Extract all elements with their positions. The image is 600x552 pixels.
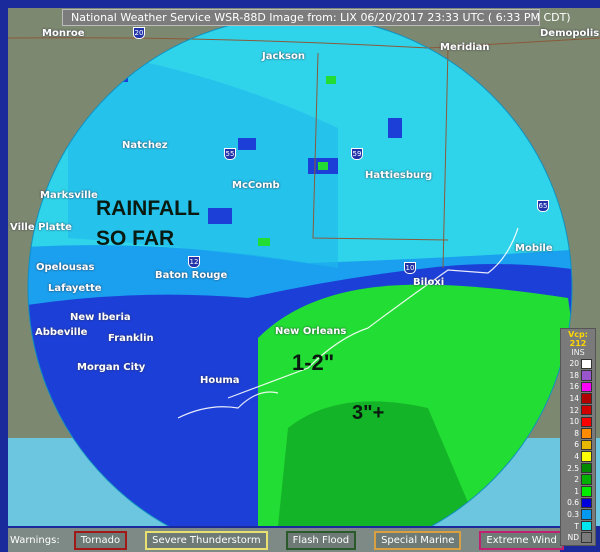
city-label: Franklin bbox=[108, 333, 154, 344]
city-label: Houma bbox=[200, 375, 240, 386]
legend-row: 1 bbox=[561, 486, 595, 498]
city-label: Lafayette bbox=[48, 283, 102, 294]
city-label: Demopolis bbox=[540, 28, 600, 39]
city-label: Meridian bbox=[440, 42, 490, 53]
legend-swatch bbox=[581, 416, 592, 428]
city-label: Mobile bbox=[515, 243, 553, 254]
city-label: Natchez bbox=[122, 140, 168, 151]
legend-swatch bbox=[581, 381, 592, 393]
legend-label: 2.5 bbox=[567, 463, 579, 473]
warning-special-marine[interactable]: Special Marine bbox=[374, 530, 462, 550]
interstate-shield: 55 bbox=[224, 148, 236, 160]
warnings-label: Warnings: bbox=[10, 534, 60, 546]
annotation-rainfall: RAINFALL bbox=[96, 197, 200, 220]
legend-swatch bbox=[581, 439, 592, 451]
legend-swatch bbox=[581, 451, 592, 462]
interstate-shield: 59 bbox=[351, 148, 363, 160]
legend-swatch bbox=[581, 393, 592, 404]
vcp-label: Vcp: 212 bbox=[568, 330, 588, 348]
legend-row: 2.5 bbox=[561, 462, 595, 474]
city-label: Hattiesburg bbox=[365, 170, 433, 181]
coastline bbox=[177, 227, 519, 419]
units-label: INS bbox=[571, 348, 585, 357]
city-label: Morgan City bbox=[77, 362, 146, 373]
legend-row: 16 bbox=[561, 381, 595, 393]
legend-row: 4 bbox=[561, 451, 595, 463]
image-title: National Weather Service WSR-88D Image f… bbox=[62, 9, 571, 26]
legend-row: 6 bbox=[561, 439, 595, 451]
interstate-shield: 65 bbox=[537, 200, 549, 212]
legend-label: T bbox=[574, 521, 579, 531]
legend-swatch bbox=[581, 462, 592, 474]
city-label: Biloxi bbox=[413, 277, 445, 288]
legend-label: 1 bbox=[574, 486, 579, 496]
warning-extreme-wind[interactable]: Extreme Wind bbox=[479, 530, 564, 550]
legend-row: 20 bbox=[561, 358, 595, 370]
legend-swatch bbox=[581, 520, 592, 532]
legend-row: 10 bbox=[561, 416, 595, 428]
legend-swatch bbox=[581, 428, 592, 439]
legend-label: 0.3 bbox=[567, 510, 579, 520]
legend-swatch bbox=[581, 358, 592, 370]
legend-row: 8 bbox=[561, 428, 595, 440]
legend-label: 0.6 bbox=[567, 498, 579, 508]
city-label: Jackson bbox=[262, 51, 305, 62]
annotation-so-far: SO FAR bbox=[96, 227, 175, 250]
legend-swatch bbox=[581, 532, 592, 543]
warning-tornado[interactable]: Tornado bbox=[73, 530, 128, 550]
legend-label: 16 bbox=[569, 382, 579, 392]
warning-severe-thunderstorm[interactable]: Severe Thunderstorm bbox=[145, 530, 268, 550]
city-label: Monroe bbox=[42, 28, 85, 39]
legend-row: 0.3 bbox=[561, 509, 595, 521]
legend-label: 10 bbox=[569, 417, 579, 427]
legend-swatch bbox=[581, 370, 592, 381]
legend-label: 2 bbox=[574, 475, 579, 485]
legend-label: 8 bbox=[574, 428, 579, 438]
city-label: McComb bbox=[232, 180, 280, 191]
radar-svg bbox=[8, 8, 600, 526]
legend-label: 18 bbox=[569, 370, 579, 380]
warning-flash-flood[interactable]: Flash Flood bbox=[285, 530, 357, 550]
legend-row: ND bbox=[561, 532, 595, 544]
annotation-3-plus-inches: 3"+ bbox=[352, 402, 385, 424]
legend-row: 14 bbox=[561, 393, 595, 405]
interstate-shield: 20 bbox=[133, 27, 145, 39]
annotation-1-2-inches: 1-2" bbox=[292, 350, 335, 375]
state-borders bbox=[8, 37, 600, 269]
precip-legend: Vcp: 212 INS 20 18 16 14 12 10 8 6 4 2.5 2 1 0.6 0.3 T… bbox=[560, 328, 596, 546]
legend-row: 2 bbox=[561, 474, 595, 486]
legend-row: 12 bbox=[561, 404, 595, 416]
city-label: Marksville bbox=[40, 190, 98, 201]
legend-label: 14 bbox=[569, 394, 579, 404]
city-label: Opelousas bbox=[36, 262, 95, 273]
city-label: New Iberia bbox=[70, 312, 131, 323]
legend-label: 20 bbox=[569, 359, 579, 369]
legend-row: 0.6 bbox=[561, 497, 595, 509]
legend-label: ND bbox=[567, 533, 579, 543]
legend-label: 6 bbox=[574, 440, 579, 450]
city-label: Ville Platte bbox=[10, 222, 72, 233]
city-label: New Orleans bbox=[275, 326, 347, 337]
warnings-bar: Warnings: Tornado Severe Thunderstorm Fl… bbox=[8, 528, 564, 552]
legend-swatch bbox=[581, 404, 592, 416]
legend-label: 12 bbox=[569, 405, 579, 415]
legend-row: T bbox=[561, 520, 595, 532]
city-label: Baton Rouge bbox=[155, 270, 228, 281]
legend-swatch bbox=[581, 497, 592, 509]
legend-swatch bbox=[581, 486, 592, 497]
legend-swatch bbox=[581, 509, 592, 520]
radar-map bbox=[8, 8, 600, 526]
legend-swatch bbox=[581, 474, 592, 485]
legend-row: 18 bbox=[561, 370, 595, 382]
legend-label: 4 bbox=[574, 452, 579, 462]
interstate-shield: 12 bbox=[188, 256, 200, 268]
interstate-shield: 10 bbox=[404, 262, 416, 274]
city-label: Abbeville bbox=[35, 327, 88, 338]
